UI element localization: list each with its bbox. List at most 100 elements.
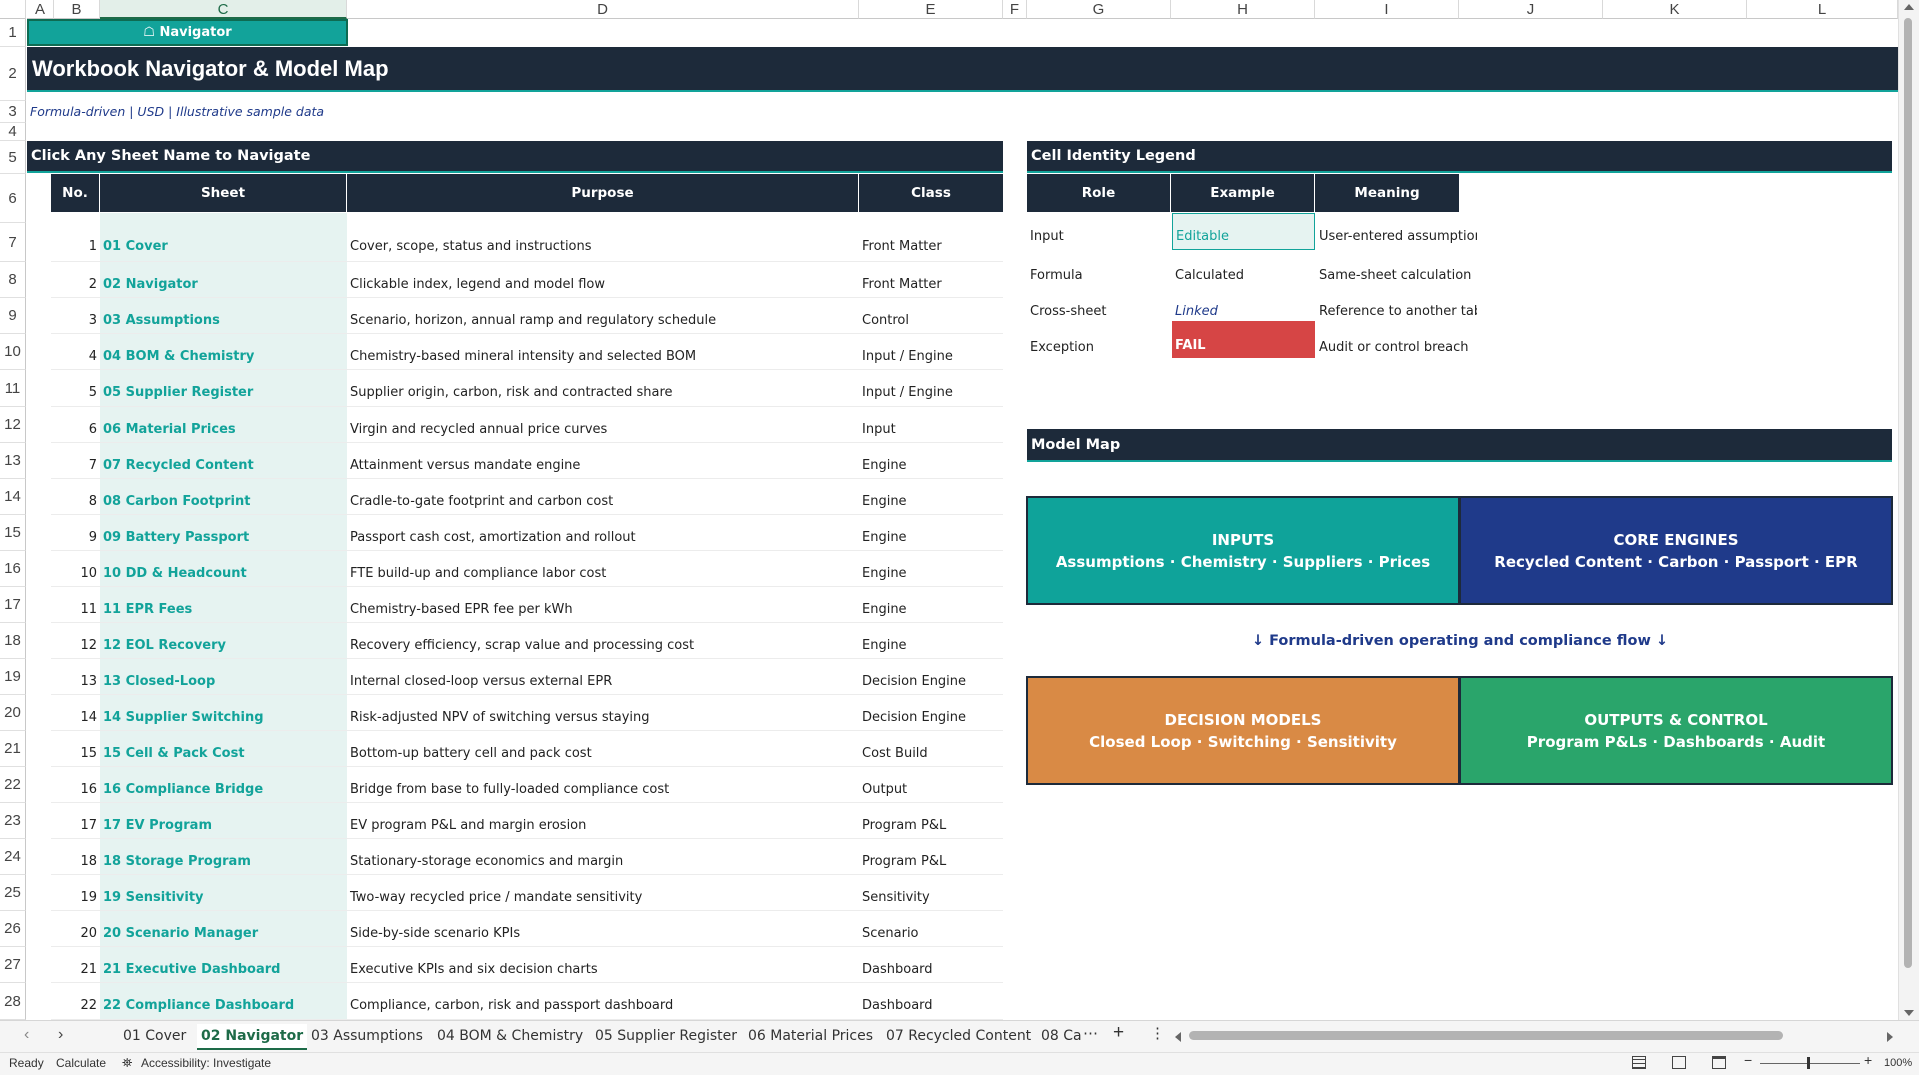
scroll-left-arrow-icon[interactable]	[1175, 1032, 1181, 1042]
sheet-tab[interactable]: 06 Material Prices	[748, 1028, 874, 1044]
sheet-tab[interactable]: 03 Assumptions	[311, 1028, 423, 1044]
row-header-11[interactable]: 11	[0, 370, 26, 407]
row-header-6[interactable]: 6	[0, 174, 26, 223]
sheet-link[interactable]: 08 Carbon Footprint	[103, 493, 251, 509]
zoom-slider-thumb[interactable]	[1807, 1057, 1810, 1069]
status-accessibility[interactable]: Accessibility: Investigate	[141, 1056, 272, 1070]
horizontal-scrollbar[interactable]	[1175, 1028, 1895, 1044]
row-header-4[interactable]: 4	[0, 123, 26, 141]
sheet-link[interactable]: 02 Navigator	[103, 276, 198, 292]
row-header-23[interactable]: 23	[0, 803, 26, 839]
row-header-18[interactable]: 18	[0, 623, 26, 659]
column-header-c[interactable]: C	[100, 0, 347, 19]
sheet-link[interactable]: 12 EOL Recovery	[103, 637, 226, 653]
sheet-link[interactable]: 01 Cover	[103, 239, 168, 254]
sheet-link[interactable]: 15 Cell & Pack Cost	[103, 745, 245, 761]
row-header-12[interactable]: 12	[0, 407, 26, 443]
legend-meaning-formula[interactable]: Same-sheet calculation	[1317, 262, 1477, 289]
row-header-8[interactable]: 8	[0, 262, 26, 298]
legend-role-formula[interactable]: Formula	[1027, 262, 1171, 289]
row-header-2[interactable]: 2	[0, 47, 26, 101]
legend-example-formula[interactable]: Calculated	[1172, 262, 1315, 289]
scroll-up-arrow-icon[interactable]	[1904, 4, 1914, 10]
sheet-tab[interactable]: 04 BOM & Chemistry	[437, 1028, 584, 1044]
select-all-corner[interactable]	[0, 0, 26, 19]
sheet-link[interactable]: 03 Assumptions	[103, 312, 220, 328]
scroll-right-arrow-icon[interactable]	[1887, 1032, 1893, 1042]
row-header-17[interactable]: 17	[0, 587, 26, 623]
legend-example-crosssheet[interactable]: Linked	[1172, 298, 1315, 325]
row-header-25[interactable]: 25	[0, 875, 26, 911]
legend-role-input[interactable]: Input	[1027, 223, 1171, 250]
sheet-link[interactable]: 06 Material Prices	[103, 421, 236, 437]
row-header-9[interactable]: 9	[0, 298, 26, 334]
row-header-24[interactable]: 24	[0, 839, 26, 875]
column-header-d[interactable]: D	[347, 0, 859, 19]
sheet-link[interactable]: 17 EV Program	[103, 817, 212, 833]
legend-role-exception[interactable]: Exception	[1027, 334, 1171, 361]
status-calculate[interactable]: Calculate	[56, 1056, 107, 1070]
sheet-link[interactable]: 05 Supplier Register	[103, 385, 254, 400]
row-header-20[interactable]: 20	[0, 695, 26, 731]
sheet-link[interactable]: 21 Executive Dashboard	[103, 961, 281, 977]
sheet-link[interactable]: 04 BOM & Chemistry	[103, 348, 255, 364]
row-header-16[interactable]: 16	[0, 551, 26, 587]
row-header-27[interactable]: 27	[0, 947, 26, 983]
normal-view-icon[interactable]	[1632, 1056, 1646, 1069]
row-header-14[interactable]: 14	[0, 479, 26, 515]
row-header-7[interactable]: 7	[0, 223, 26, 262]
sheet-link[interactable]: 16 Compliance Bridge	[103, 781, 264, 797]
column-header-h[interactable]: H	[1171, 0, 1315, 19]
column-header-a[interactable]: A	[27, 0, 54, 19]
vertical-scroll-thumb[interactable]	[1904, 18, 1912, 968]
sheet-tab[interactable]: 02 Navigator	[197, 1024, 308, 1050]
sheet-link[interactable]: 19 Sensitivity	[103, 889, 204, 905]
more-tabs-icon[interactable]: ⋯	[1083, 1025, 1098, 1042]
zoom-slider[interactable]	[1760, 1057, 1860, 1069]
column-header-b[interactable]: B	[54, 0, 100, 19]
column-header-e[interactable]: E	[859, 0, 1003, 19]
column-header-j[interactable]: J	[1459, 0, 1603, 19]
row-header-13[interactable]: 13	[0, 443, 26, 479]
add-sheet-icon[interactable]: +	[1113, 1022, 1125, 1043]
column-header-g[interactable]: G	[1027, 0, 1171, 19]
sheet-link[interactable]: 09 Battery Passport	[103, 529, 250, 545]
sheet-tab[interactable]: 05 Supplier Register	[595, 1028, 738, 1044]
row-header-10[interactable]: 10	[0, 334, 26, 370]
column-header-f[interactable]: F	[1003, 0, 1027, 19]
row-header-1[interactable]: 1	[0, 19, 26, 47]
row-header-21[interactable]: 21	[0, 731, 26, 767]
vertical-scrollbar[interactable]	[1898, 0, 1919, 1022]
sheet-link[interactable]: 18 Storage Program	[103, 853, 251, 869]
column-header-l[interactable]: L	[1747, 0, 1898, 19]
zoom-level[interactable]: 100%	[1884, 1057, 1913, 1069]
sheet-tab[interactable]: 07 Recycled Content	[886, 1028, 1032, 1044]
column-header-i[interactable]: I	[1315, 0, 1459, 19]
sheet-link[interactable]: 10 DD & Headcount	[103, 565, 247, 581]
legend-meaning-input[interactable]: User-entered assumption	[1317, 223, 1477, 250]
legend-example-exception[interactable]: FAIL	[1172, 321, 1315, 358]
sheet-tab[interactable]: 08 Ca	[1041, 1028, 1082, 1044]
zoom-out-icon[interactable]: −	[1744, 1052, 1753, 1068]
sheet-link[interactable]: 14 Supplier Switching	[103, 709, 264, 725]
legend-role-crosssheet[interactable]: Cross-sheet	[1027, 298, 1171, 325]
sheet-link[interactable]: 13 Closed-Loop	[103, 673, 216, 689]
sheet-link[interactable]: 11 EPR Fees	[103, 601, 193, 617]
row-header-5[interactable]: 5	[0, 141, 26, 174]
legend-example-input[interactable]: Editable	[1172, 213, 1315, 250]
tab-next-icon[interactable]: ›	[58, 1026, 64, 1043]
sheet-link[interactable]: 07 Recycled Content	[103, 457, 254, 473]
row-header-28[interactable]: 28	[0, 983, 26, 1020]
page-layout-icon[interactable]	[1672, 1056, 1686, 1069]
sheet-link[interactable]: 20 Scenario Manager	[103, 925, 259, 941]
sheet-link[interactable]: 22 Compliance Dashboard	[103, 998, 295, 1013]
row-header-15[interactable]: 15	[0, 515, 26, 551]
row-header-26[interactable]: 26	[0, 911, 26, 947]
column-header-k[interactable]: K	[1603, 0, 1747, 19]
row-header-19[interactable]: 19	[0, 659, 26, 695]
accessibility-icon[interactable]: ⛯	[122, 1055, 133, 1070]
tab-prev-icon[interactable]: ‹	[24, 1026, 30, 1043]
scroll-down-arrow-icon[interactable]	[1904, 1010, 1914, 1016]
row-header-3[interactable]: 3	[0, 101, 26, 123]
zoom-in-icon[interactable]: +	[1864, 1052, 1873, 1068]
